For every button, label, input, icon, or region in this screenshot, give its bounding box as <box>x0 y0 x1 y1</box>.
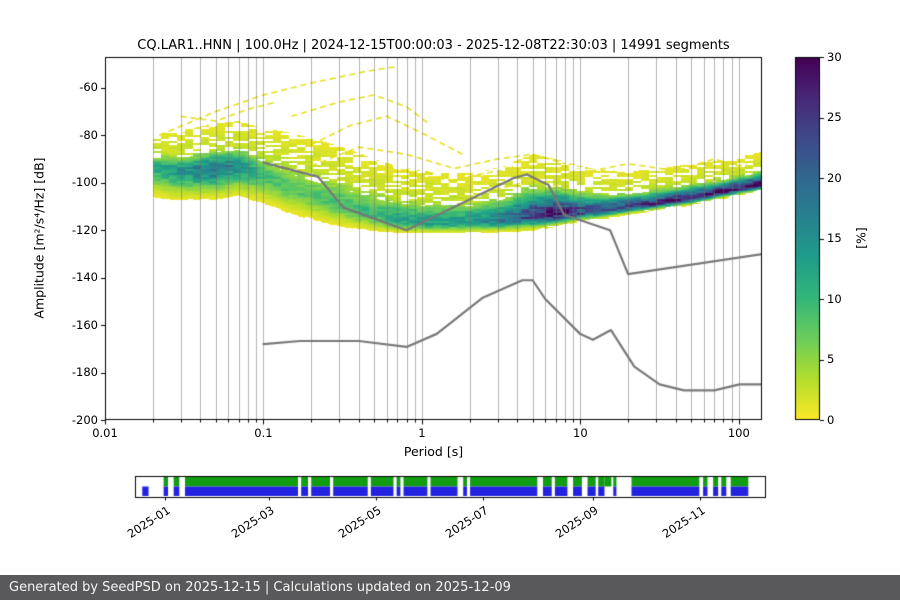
y-tick-label: -100 <box>71 175 98 190</box>
y-tick-label: -160 <box>71 317 98 332</box>
colorbar-tick-label: 20 <box>827 170 842 185</box>
y-tick-label: -60 <box>79 80 98 95</box>
colorbar-tick-label: 25 <box>827 110 842 124</box>
x-tick-label: 0.1 <box>254 426 273 440</box>
colorbar-tick-label: 0 <box>827 412 835 427</box>
y-tick-label: -80 <box>79 127 98 142</box>
x-axis-label: Period [s] <box>403 444 464 459</box>
y-axis-label: Amplitude [m²/s⁴/Hz] [dB] <box>31 157 47 319</box>
colorbar-tick-label: 15 <box>827 231 842 245</box>
plot-title: CQ.LAR1..HNN | 100.0Hz | 2024-12-15T00:0… <box>137 38 730 53</box>
colorbar-tick-label: 30 <box>827 49 842 64</box>
colorbar-label: [%] <box>853 227 869 249</box>
x-tick-label: 0.01 <box>92 426 118 440</box>
x-tick-label: 100 <box>727 426 750 440</box>
y-tick-label: -180 <box>71 365 98 380</box>
y-tick-label: -140 <box>71 270 98 285</box>
x-tick-label: 10 <box>573 426 588 440</box>
y-tick-label: -120 <box>71 222 98 237</box>
colorbar-tick-label: 5 <box>827 352 835 366</box>
ppsd-plot-canvas <box>0 0 900 575</box>
footer-text: Generated by SeedPSD on 2025-12-15 | Cal… <box>9 580 511 595</box>
footer-bar: Generated by SeedPSD on 2025-12-15 | Cal… <box>0 575 900 600</box>
x-tick-label: 1 <box>418 426 426 440</box>
y-tick-label: -200 <box>71 412 98 427</box>
colorbar-tick-label: 10 <box>827 291 842 306</box>
